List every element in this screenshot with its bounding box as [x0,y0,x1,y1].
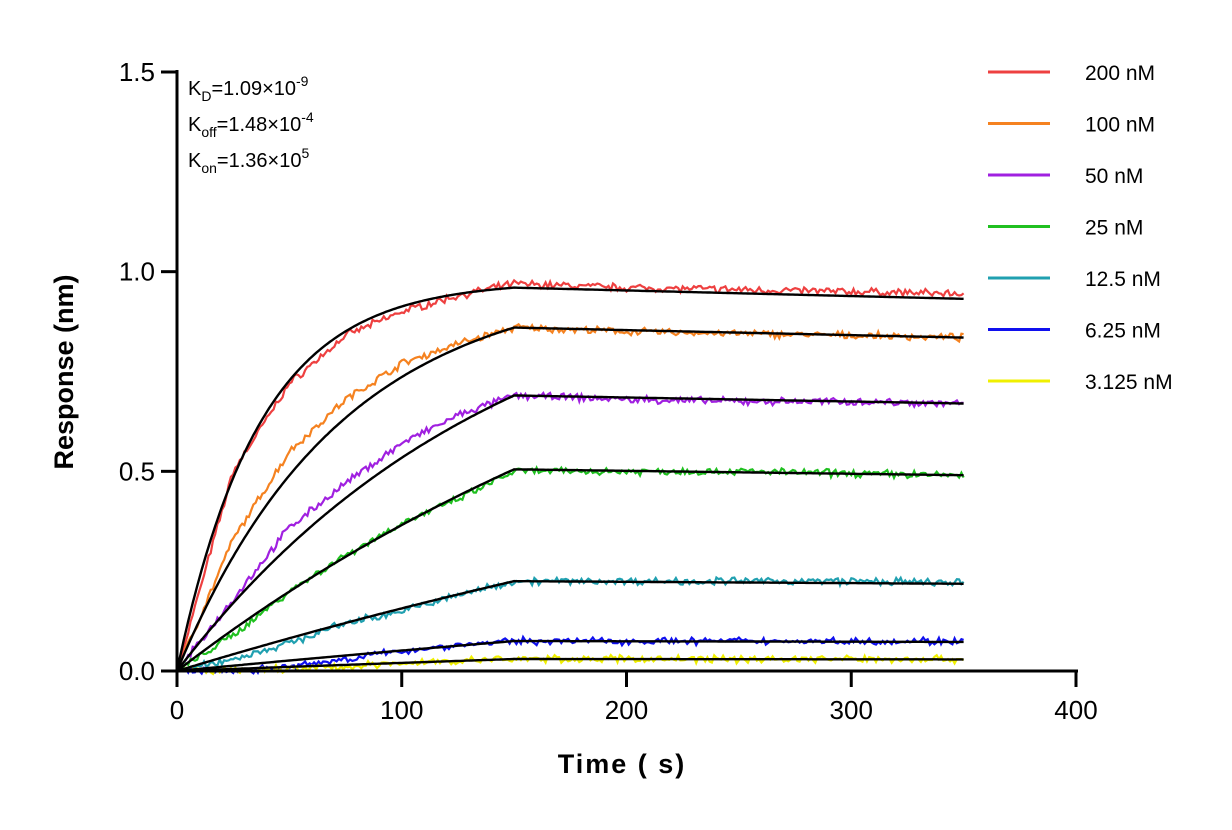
data-series-layer [175,278,965,676]
fit-curves-layer [175,286,964,673]
data-series-200nm [175,278,965,672]
fit-curve-200nm [175,286,964,672]
annotation-sup: -4 [301,109,314,125]
legend-label: 100 nM [1085,114,1155,137]
y-tick-label: 0.5 [119,456,155,486]
fit-curve-12.5nm [176,579,964,673]
annotation-base: K [188,114,202,136]
data-series-50nm [176,390,964,672]
legend-label: 200 nM [1085,62,1155,85]
x-tick-label: 400 [1054,695,1097,725]
annotation-text: =1.36×10 [217,150,302,172]
fit-curve-100nm [175,326,964,672]
annotation-sup: 5 [301,145,309,161]
legend-label: 6.25 nM [1085,320,1161,343]
y-axis-label: Response (nm) [49,274,79,469]
annotation-line: Koff=1.48×10-4 [188,109,314,140]
x-tick-label: 0 [170,695,184,725]
annotation-line: KD=1.09×10-9 [188,73,309,104]
legend: 200 nM 100 nM 50 nM 25 nM 12.5 nM 6.25 nM 3.12… [988,62,1173,394]
annotation-sub: off [201,124,216,140]
x-tick-label: 100 [380,695,423,725]
x-tick-label: 300 [830,695,873,725]
annotation-sub: on [201,160,217,176]
fit-curve-6.25nm [176,639,964,673]
y-tick-label: 0.0 [119,656,155,686]
annotation-base: K [188,150,202,172]
annotation-base: K [188,78,202,100]
fit-curve-50nm [176,394,964,672]
annotation-sub: D [201,88,211,104]
data-series-12.5nm [176,575,965,673]
legend-label: 3.125 nM [1085,371,1173,394]
annotation-text: =1.09×10 [211,78,296,100]
fit-curve-3.125nm [176,657,964,673]
annotation-text: =1.48×10 [217,114,302,136]
ticks: 0 100 200 300 400 0.0 0.5 1.0 1.5 [119,57,1098,725]
y-tick-label: 1.0 [119,257,155,287]
legend-label: 50 nM [1085,165,1143,188]
legend-label: 25 nM [1085,217,1143,240]
fit-curve-25nm [176,468,964,672]
y-tick-label: 1.5 [119,57,155,87]
legend-label: 12.5 nM [1085,268,1161,291]
x-axis-label: Time ( s) [558,749,687,779]
annotation-line: Kon=1.36×105 [188,145,309,176]
x-tick-label: 200 [605,695,648,725]
annotation-sup: -9 [296,73,309,89]
